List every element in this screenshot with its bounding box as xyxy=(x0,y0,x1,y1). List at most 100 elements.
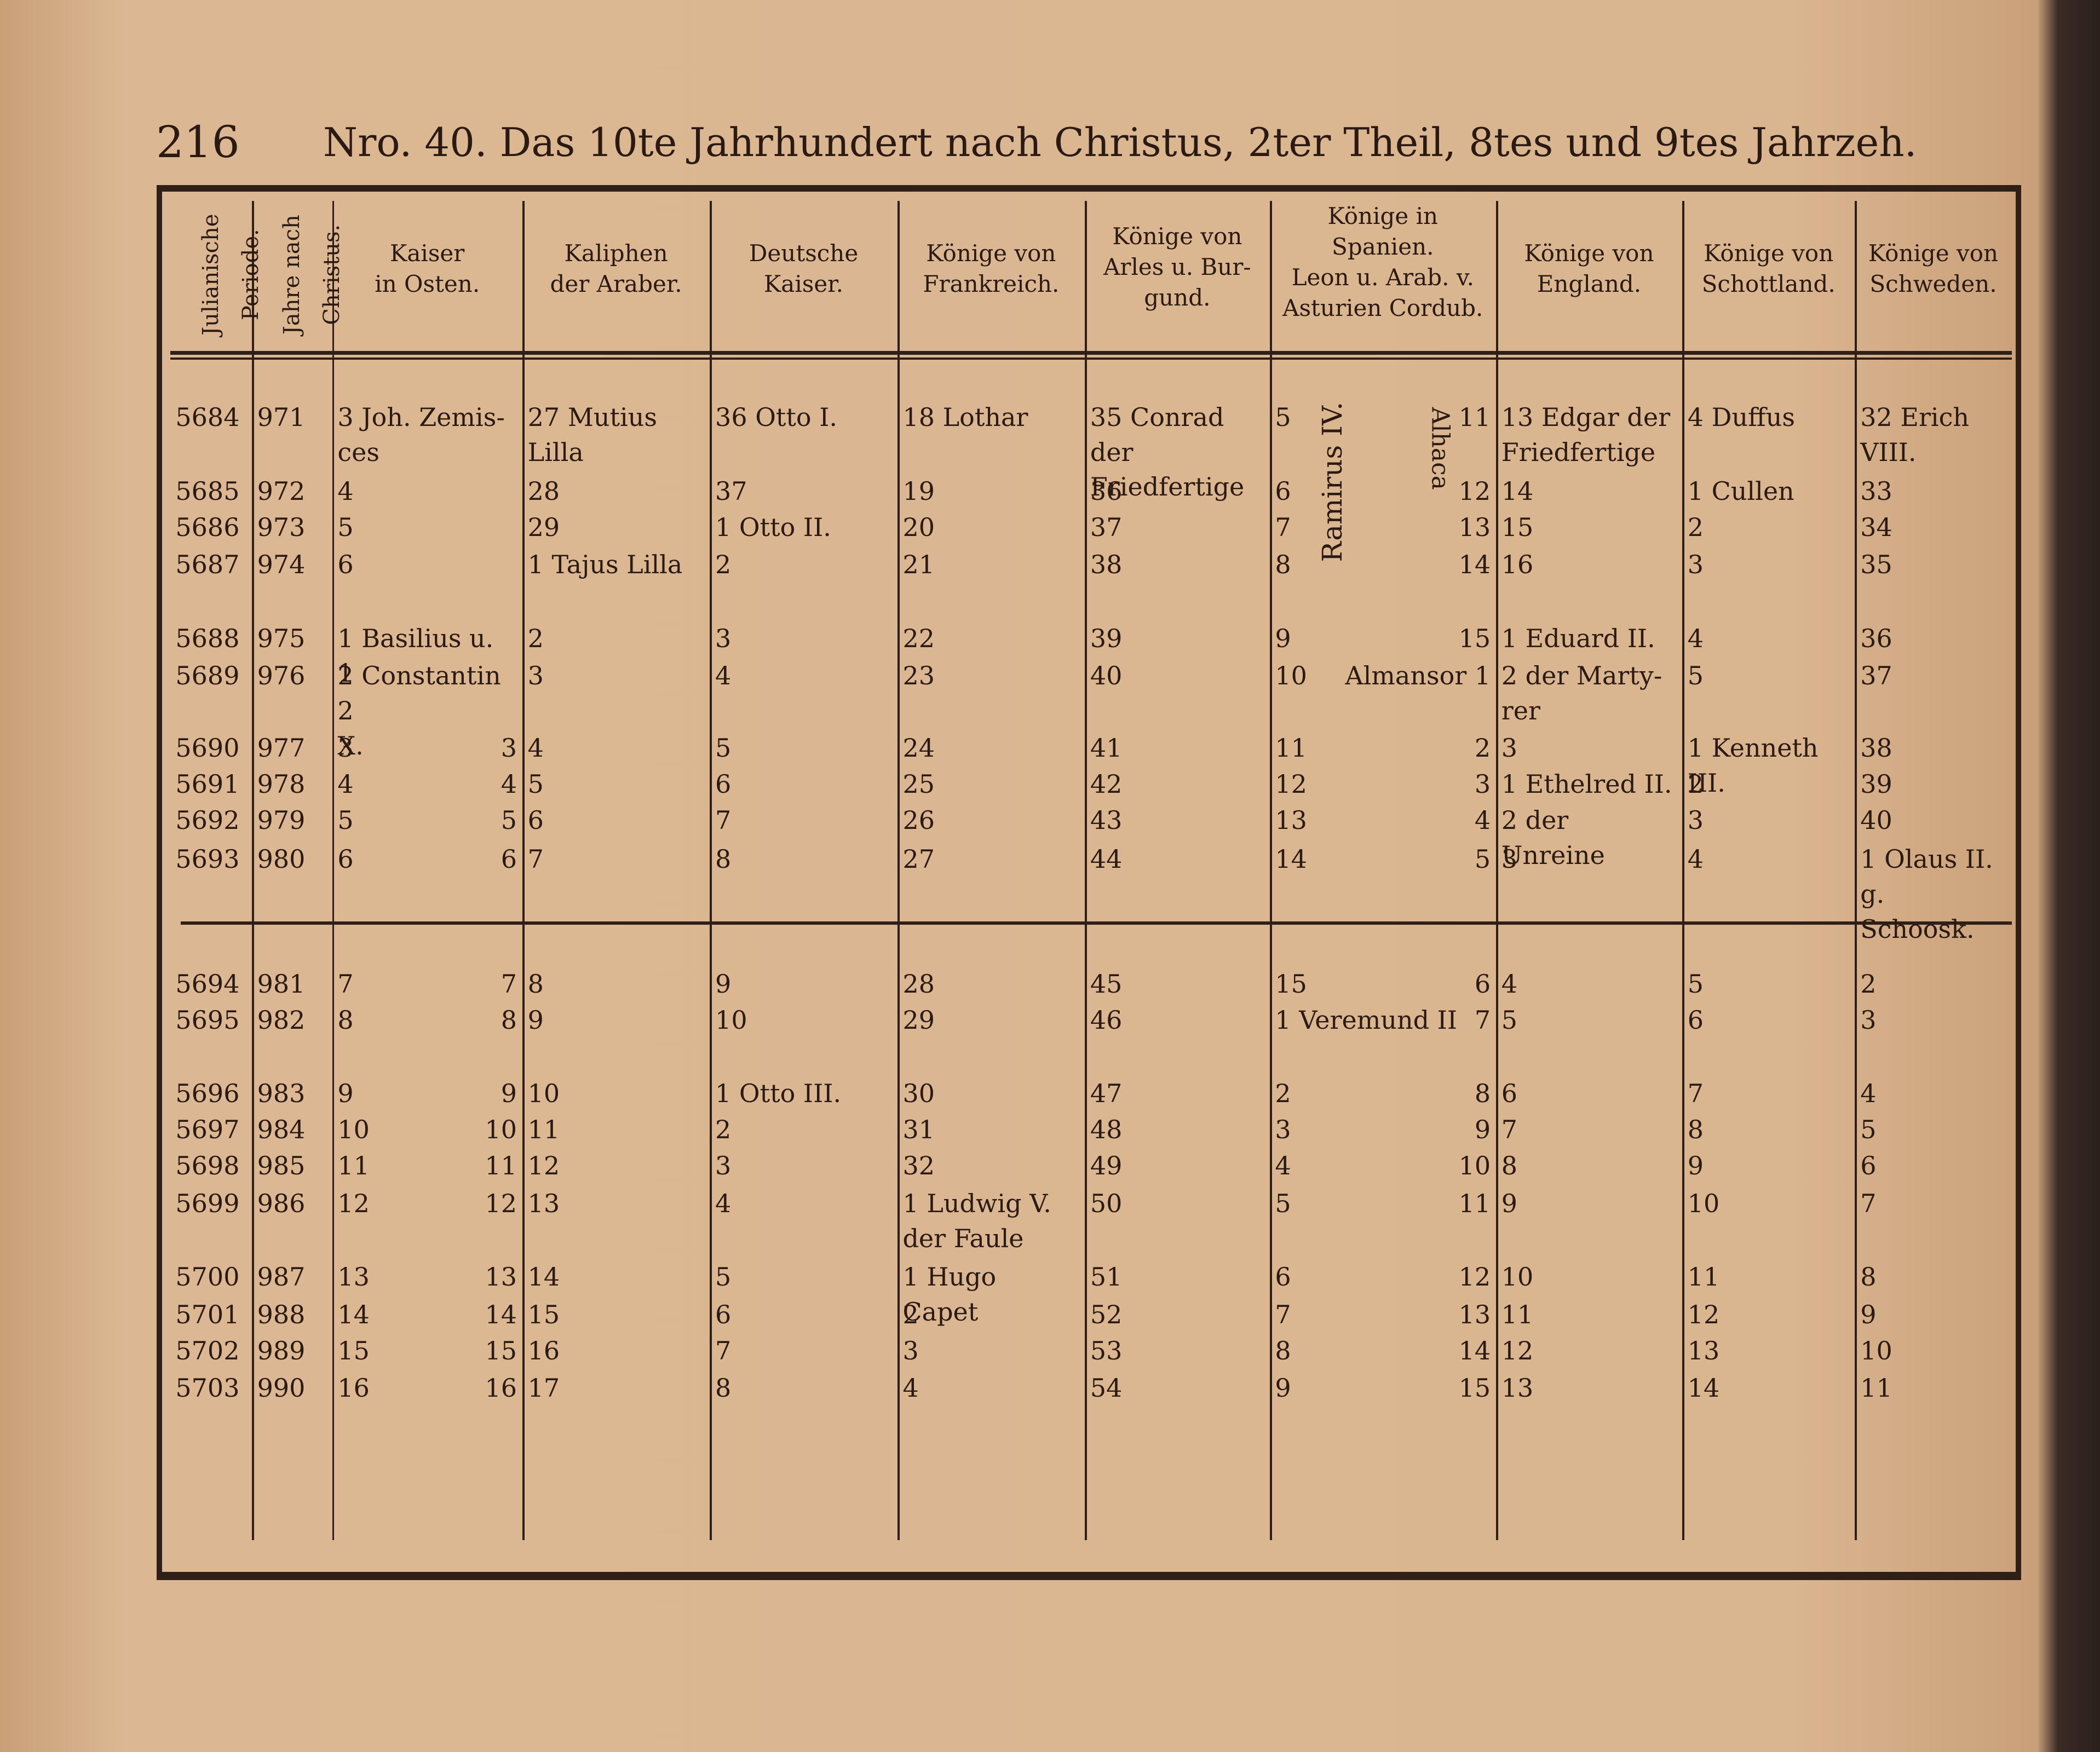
table-cell: 39 xyxy=(1090,623,1123,653)
table-cell: 3 Joh. Zemis- ces xyxy=(337,402,505,467)
table-cell: 981 xyxy=(257,969,306,999)
table-cell: 9 xyxy=(527,1005,544,1035)
table-cell: 8 xyxy=(527,969,544,999)
table-cell: 2 xyxy=(902,1299,919,1329)
table-cell: 3 xyxy=(1501,844,1518,874)
table-cell: 22 xyxy=(902,623,935,653)
table-cell: 1 Veremund II xyxy=(1275,1005,1457,1035)
table-cell: 46 xyxy=(1090,1005,1123,1035)
column-header: Könige von Schottland. xyxy=(1701,240,1836,298)
table-cell: 11 xyxy=(527,1115,560,1145)
column-header: Deutsche Kaiser. xyxy=(749,240,859,298)
table-cell: 31 xyxy=(902,1115,935,1145)
table-cell: 988 xyxy=(257,1299,306,1329)
table-cell: 11 xyxy=(1501,1299,1534,1329)
table-cell: 986 xyxy=(257,1188,306,1218)
table-cell: 2 xyxy=(1687,769,1704,799)
table-cell: 49 xyxy=(1090,1151,1123,1181)
table-cell: 5686 xyxy=(175,512,240,542)
table-cell: 3 xyxy=(1687,550,1704,580)
table-cell: 975 xyxy=(257,623,306,653)
table-cell: 5699 xyxy=(175,1188,240,1218)
table-cell: 12 xyxy=(1458,476,1491,506)
table-cell: 14 xyxy=(1501,476,1534,506)
table-cell: 45 xyxy=(1090,969,1123,999)
table-cell: 984 xyxy=(257,1115,306,1145)
table-cell: 9 xyxy=(500,1079,517,1109)
table-cell: 2 der Unreine xyxy=(1501,805,1605,871)
table-cell: 3 xyxy=(1860,1005,1877,1035)
table-cell: 29 xyxy=(527,512,560,542)
table-cell: 33 xyxy=(1860,476,1892,506)
table-cell: 27 xyxy=(902,844,935,874)
table-cell: 5 xyxy=(1275,402,1291,433)
column-rule xyxy=(897,200,900,1540)
table-cell: 5696 xyxy=(175,1079,240,1109)
header-rule xyxy=(170,350,2012,355)
column-rule xyxy=(1855,200,1857,1540)
table-cell: 4 xyxy=(1687,844,1704,874)
table-cell: 16 xyxy=(337,1373,370,1403)
table-cell: 15 xyxy=(1275,969,1307,999)
table-cell: 48 xyxy=(1090,1115,1123,1145)
table-cell: 34 xyxy=(1860,512,1892,542)
table-cell: 14 xyxy=(527,1262,560,1292)
table-cell: 37 xyxy=(1860,661,1892,691)
table-cell: 13 xyxy=(1501,1373,1534,1403)
table-cell: 5698 xyxy=(175,1151,240,1181)
table-cell: 18 Lothar xyxy=(902,402,1028,433)
table-cell: 5702 xyxy=(175,1336,240,1366)
table-cell: 10 xyxy=(1687,1188,1720,1218)
table-cell: 25 xyxy=(902,769,935,799)
table-cell: 3 xyxy=(527,661,544,691)
table-cell: 1 Hugo Capet xyxy=(902,1262,997,1327)
table-cell: 5 xyxy=(1501,1005,1518,1035)
table-cell: 4 xyxy=(337,769,354,799)
table-cell: 38 xyxy=(1090,550,1123,580)
table-border xyxy=(157,185,162,1581)
table-cell: 43 xyxy=(1090,805,1123,835)
table-cell: 2 xyxy=(527,623,544,653)
table-cell: 8 xyxy=(1501,1151,1518,1181)
table-cell: 1 Otto III. xyxy=(715,1079,842,1109)
table-cell: 973 xyxy=(257,512,306,542)
table-cell: 2 xyxy=(715,550,732,580)
table-cell: 20 xyxy=(902,512,935,542)
table-cell: 2 xyxy=(1860,969,1877,999)
table-cell: 15 xyxy=(1458,1373,1491,1403)
table-cell: 5695 xyxy=(175,1005,240,1035)
table-cell: 1 Cullen xyxy=(1687,476,1794,506)
table-cell: 977 xyxy=(257,733,306,763)
table-cell: 27 Mutius Lilla xyxy=(527,402,657,467)
table-cell: 6 xyxy=(527,805,544,835)
column-header: Könige von Arles u. Bur- gund. xyxy=(1103,222,1251,311)
table-cell: 8 xyxy=(1474,1079,1491,1109)
column-rule xyxy=(1495,200,1498,1540)
table-cell: 51 xyxy=(1090,1262,1123,1292)
table-cell: 5692 xyxy=(175,805,240,835)
table-cell: 35 xyxy=(1860,550,1892,580)
column-rule xyxy=(1682,200,1684,1540)
table-cell: 985 xyxy=(257,1151,306,1181)
table-cell: 10 xyxy=(1501,1262,1534,1292)
table-cell: 3 xyxy=(500,733,517,763)
column-header: Könige in Spanien. Leon u. Arab. v. Astu… xyxy=(1282,202,1483,321)
table-cell: 47 xyxy=(1090,1079,1123,1109)
table-cell: 5689 xyxy=(175,661,240,691)
table-cell: 6 xyxy=(1501,1079,1518,1109)
table-cell: 24 xyxy=(902,733,935,763)
table-cell: 987 xyxy=(257,1262,306,1292)
table-cell: 12 xyxy=(337,1188,370,1218)
table-cell: 6 xyxy=(1687,1005,1704,1035)
table-cell: 10 xyxy=(1275,661,1307,691)
table-cell: 10 xyxy=(485,1115,517,1145)
table-cell: 9 xyxy=(1275,1373,1291,1403)
table-cell: 37 xyxy=(1090,512,1123,542)
table-cell: 974 xyxy=(257,550,306,580)
table-cell: 10 xyxy=(715,1005,747,1035)
table-cell: 982 xyxy=(257,1005,306,1035)
table-cell: 5694 xyxy=(175,969,240,999)
table-cell: 3 xyxy=(902,1336,919,1366)
